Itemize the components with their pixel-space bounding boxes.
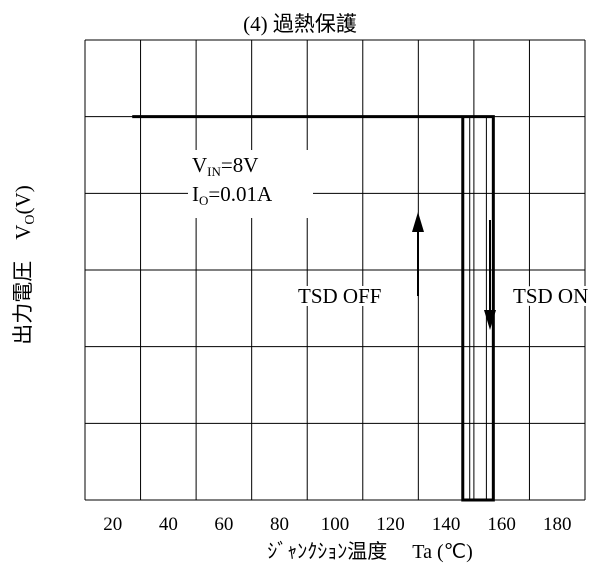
grid: [84, 39, 586, 501]
io-main: I: [192, 182, 199, 206]
y-axis-label-text: 出力電圧 V: [11, 225, 35, 345]
vin-main: V: [192, 153, 207, 177]
arrow-up-head: [412, 212, 424, 232]
x-tick-label: 40: [159, 514, 178, 535]
arrow-down-tsd-on: [484, 220, 496, 330]
io-sub: O: [199, 193, 208, 208]
vin-annotation: VIN=8V: [192, 153, 258, 179]
y-axis-label-sub: O: [23, 214, 38, 224]
y-axis-label-unit: (V): [11, 185, 35, 214]
x-axis-label: ｼﾞｬﾝｸｼｮﾝ温度 Ta (℃): [267, 540, 472, 563]
chart-title: (4) 過熱保護: [243, 12, 357, 36]
tsd-off-label: TSD OFF: [298, 284, 381, 308]
arrow-down-head: [484, 310, 496, 330]
x-tick-label: 100: [321, 514, 350, 535]
x-tick-label: 140: [432, 514, 461, 535]
io-rest: =0.01A: [208, 182, 273, 206]
x-tick-label: 80: [270, 514, 289, 535]
x-tick-label: 60: [214, 514, 233, 535]
vin-rest: =8V: [221, 153, 259, 177]
x-tick-label: 180: [543, 514, 572, 535]
series-line-0: [132, 115, 495, 502]
arrow-up-tsd-off: [412, 212, 424, 296]
series-layer: [132, 115, 495, 502]
x-tick-label: 20: [103, 514, 122, 535]
x-tick-label: 160: [487, 514, 516, 535]
io-annotation: IO=0.01A: [192, 182, 273, 208]
y-axis-label: 出力電圧 VO(V): [11, 185, 38, 344]
tsd-on-label: TSD ON: [513, 284, 588, 308]
annotation-background: [188, 150, 313, 218]
vin-sub: IN: [207, 164, 221, 179]
x-tick-label: 120: [376, 514, 405, 535]
x-tick-labels: 20 40 60 80 100 120 140 160 180: [103, 514, 571, 535]
